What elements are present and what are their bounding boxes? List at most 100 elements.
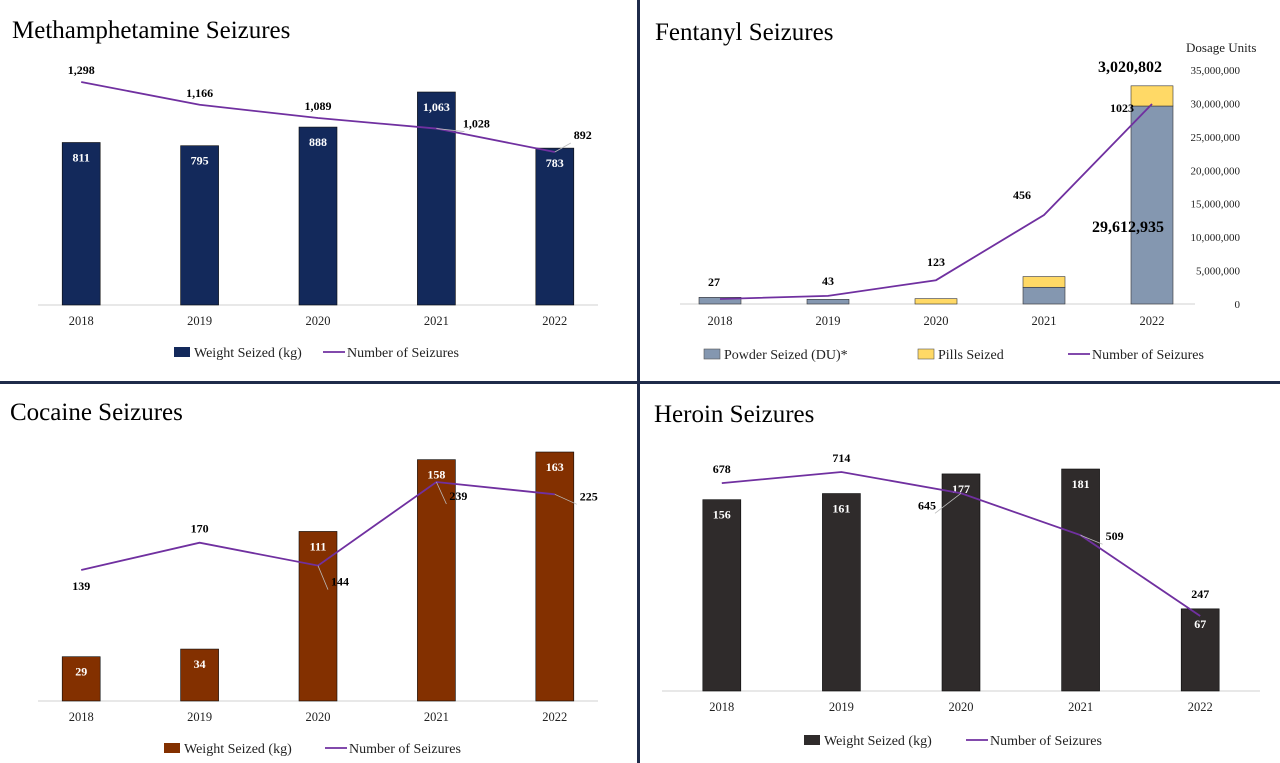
meth-line-label: 1,298 [68,63,95,77]
meth-legend-bar-swatch [174,347,190,357]
meth-x-tick: 2018 [69,314,94,328]
fent-x-tick: 2021 [1032,314,1057,328]
fent-legend-powder-swatch [703,348,721,360]
coc-line-label: 239 [449,489,467,503]
coc-leader-line [554,493,577,505]
her-bar [1061,468,1100,692]
panel-cocaine: Cocaine Seizures 29 34 111 158 163 139 170 144… [0,384,637,763]
coc-x-tick: 2022 [542,710,567,724]
her-line-label: 645 [918,498,936,512]
coc-legend-line-label: Number of Seizures [349,742,461,757]
meth-leader-line [554,142,571,153]
fent-y-tick: 35,000,000 [1191,65,1241,77]
meth-chart: Methamphetamine Seizures 811 795 888 1,063 7… [12,17,598,361]
fent-y-tick: 0 [1235,299,1241,311]
coc-legend-bar-swatch [164,743,180,753]
panel-heroin: Heroin Seizures 156 161 177 181 67 678 714 645… [640,384,1280,763]
coc-title: Cocaine Seizures [10,399,183,426]
her-legend-bar-label: Weight Seized (kg) [824,734,932,749]
coc-bar-label: 158 [427,468,445,482]
her-x-tick: 2022 [1188,700,1213,714]
fent-x-tick: 2019 [816,314,841,328]
meth-bar [180,145,219,306]
her-bar [941,473,981,692]
meth-bar [298,126,338,306]
fent-line-label: 27 [708,275,720,289]
fent-y-tick: 25,000,000 [1191,132,1241,144]
fent-powder-bar [806,299,850,305]
her-legend-line-label: Number of Seizures [990,734,1102,749]
coc-x-tick: 2018 [69,710,94,724]
fent-title: Fentanyl Seizures [655,19,833,46]
her-title: Heroin Seizures [654,401,814,428]
her-bar-label: 156 [713,508,731,522]
fent-x-tick: 2020 [924,314,949,328]
coc-leader-line [436,481,447,505]
coc-bar-label: 29 [75,665,87,679]
meth-line-label: 892 [574,128,592,142]
meth-bar-label: 811 [73,150,90,164]
her-x-tick: 2019 [829,700,854,714]
meth-title: Methamphetamine Seizures [12,17,290,44]
fent-y-tick: 5,000,000 [1196,266,1241,278]
her-bar-label: 161 [832,502,850,516]
coc-x-tick: 2021 [424,710,449,724]
fent-y-tick: 20,000,000 [1191,165,1241,177]
fent-y-tick: 15,000,000 [1191,199,1241,211]
fent-pills-bar [1022,276,1066,288]
coc-leader-line [317,565,329,590]
fent-pills-bar [914,298,958,305]
fent-line-label: 456 [1013,188,1031,202]
her-line-label: 247 [1191,587,1209,601]
fent-legend-line-label: Number of Seizures [1092,348,1204,363]
cocaine-chart: Cocaine Seizures 29 34 111 158 163 139 170 144… [10,399,598,757]
her-leader-line [934,492,962,514]
coc-legend-bar-label: Weight Seized (kg) [184,742,292,757]
her-legend-bar-swatch [804,735,820,745]
coc-bar-label: 163 [546,460,564,474]
coc-bar [61,656,101,702]
coc-bar [535,451,575,702]
her-bar-label: 181 [1072,477,1090,491]
her-bar-label: 67 [1194,617,1206,631]
her-line-label: 678 [713,462,731,476]
meth-bar-label: 795 [191,154,209,168]
coc-bar [298,531,338,702]
meth-x-tick: 2021 [424,314,449,328]
fentanyl-chart: Fentanyl Seizures Dosage Units 27 43 123 45… [655,19,1256,363]
fent-legend-pills-swatch [917,348,935,360]
meth-bar [61,142,101,306]
her-x-tick: 2020 [949,700,974,714]
coc-line-label: 170 [191,522,209,536]
meth-seizures-line [81,81,555,153]
coc-seizures-line [80,481,555,571]
panel-fentanyl: Fentanyl Seizures Dosage Units 27 43 123 45… [640,0,1280,381]
meth-x-tick: 2022 [542,314,567,328]
panel-methamphetamine: Methamphetamine Seizures 811 795 888 1,063 7… [0,0,637,381]
coc-x-tick: 2019 [187,710,212,724]
horizontal-divider [0,381,1280,384]
fent-y-axis-title: Dosage Units [1186,40,1256,55]
her-line-label: 509 [1106,529,1124,543]
meth-bar [535,147,575,306]
her-x-tick: 2021 [1068,700,1093,714]
her-line-label: 714 [832,451,850,465]
fent-pills-total-label: 3,020,802 [1098,59,1162,76]
fent-legend-powder-label: Powder Seized (DU)* [724,348,848,363]
her-leader-line [1080,534,1103,545]
fent-legend-pills-label: Pills Seized [938,348,1004,363]
coc-bar [417,459,456,702]
fent-y-tick: 30,000,000 [1191,98,1241,110]
fent-x-tick: 2022 [1140,314,1165,328]
meth-leader-line [436,128,465,132]
coc-bar [180,648,219,702]
fent-powder-bar [1022,286,1066,305]
fent-pills-bar [1130,85,1174,107]
meth-x-tick: 2020 [306,314,331,328]
meth-bar-label: 888 [309,135,327,149]
fent-powder-bar [698,297,742,305]
coc-line-label: 144 [331,575,349,589]
meth-line-label: 1,166 [186,86,213,100]
meth-bar-label: 1,063 [423,100,450,114]
